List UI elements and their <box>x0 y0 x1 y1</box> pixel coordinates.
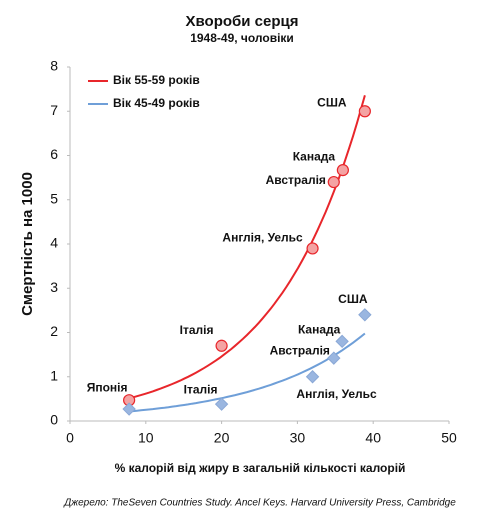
point-label: Австралія <box>270 343 330 357</box>
point-label: США <box>338 292 368 306</box>
x-tick-label: 10 <box>138 430 154 446</box>
x-tick-label: 30 <box>290 430 306 446</box>
chart-title: Хвороби серця <box>186 13 299 30</box>
point-label: Канада <box>293 149 336 163</box>
point <box>335 334 349 349</box>
point <box>336 164 349 177</box>
point <box>358 105 371 118</box>
point <box>122 402 136 416</box>
y-tick-label: 3 <box>50 279 58 295</box>
trend-line <box>129 332 366 413</box>
point <box>305 370 320 384</box>
trend-line <box>128 95 366 400</box>
point-label: Італія <box>180 323 214 337</box>
x-tick-label: 20 <box>214 430 230 446</box>
y-tick-label: 5 <box>50 190 58 206</box>
x-tick-label: 0 <box>66 430 74 446</box>
legend-label: Вік 55-59 років <box>113 73 200 87</box>
x-tick-label: 50 <box>441 430 457 446</box>
y-tick-label: 6 <box>50 146 58 162</box>
x-tick-label: 40 <box>365 430 381 446</box>
point-label: Канада <box>298 323 341 337</box>
source-note: Джерело: TheSeven Countries Study. Ancel… <box>63 498 456 509</box>
point-label: Австралія <box>266 173 326 187</box>
point <box>215 339 228 352</box>
x-axis-label: % калорій від жиру в загальній кількості… <box>115 461 406 475</box>
point <box>214 397 229 411</box>
chart-subtitle: 1948-49, чоловіки <box>190 31 294 45</box>
point-label: Італія <box>184 382 218 396</box>
point <box>327 351 341 365</box>
point <box>306 242 319 255</box>
y-tick-label: 7 <box>50 102 58 118</box>
y-tick-label: 4 <box>50 235 58 251</box>
y-tick-label: 2 <box>50 323 58 339</box>
y-axis-label: Смертність на 1000 <box>19 172 36 316</box>
point-label: США <box>317 95 347 109</box>
point <box>327 175 340 189</box>
y-tick-label: 0 <box>50 412 58 428</box>
y-tick-label: 8 <box>50 58 58 74</box>
point <box>358 308 372 322</box>
point-label: Англія, Уельс <box>296 387 377 401</box>
y-tick-label: 1 <box>50 367 58 383</box>
point-label: Англія, Уельс <box>222 231 303 245</box>
point-label: Японія <box>87 380 128 394</box>
legend-label: Вік 45-49 років <box>113 96 200 110</box>
